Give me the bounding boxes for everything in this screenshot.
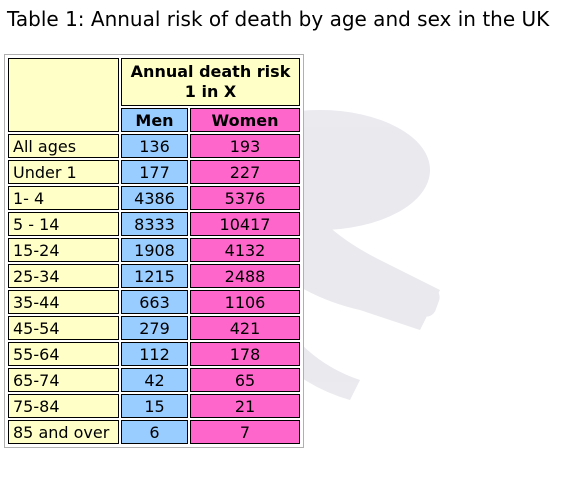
- men-risk-cell: 42: [121, 368, 188, 392]
- women-risk-cell: 178: [190, 342, 300, 366]
- women-risk-cell: 65: [190, 368, 300, 392]
- header-line-1: Annual death risk: [130, 62, 291, 81]
- men-risk-cell: 177: [121, 160, 188, 184]
- men-risk-cell: 112: [121, 342, 188, 366]
- table-row: 55-64 112 178: [8, 342, 300, 366]
- men-risk-cell: 136: [121, 134, 188, 158]
- death-risk-table-frame: Annual death risk 1 in X Men Women All a…: [4, 54, 304, 448]
- age-group-cell: All ages: [8, 134, 119, 158]
- death-risk-table: Annual death risk 1 in X Men Women All a…: [6, 56, 302, 446]
- women-risk-cell: 7: [190, 420, 300, 444]
- men-risk-cell: 6: [121, 420, 188, 444]
- women-risk-cell: 227: [190, 160, 300, 184]
- table-row: 5 - 14 8333 10417: [8, 212, 300, 236]
- women-risk-cell: 2488: [190, 264, 300, 288]
- age-group-cell: 35-44: [8, 290, 119, 314]
- men-risk-cell: 15: [121, 394, 188, 418]
- women-risk-cell: 5376: [190, 186, 300, 210]
- header-line-2: 1 in X: [184, 82, 237, 101]
- page-title: Table 1: Annual risk of death by age and…: [7, 7, 550, 31]
- table-row: 75-84 15 21: [8, 394, 300, 418]
- age-group-cell: 15-24: [8, 238, 119, 262]
- men-risk-cell: 279: [121, 316, 188, 340]
- age-group-cell: 45-54: [8, 316, 119, 340]
- table-row: All ages 136 193: [8, 134, 300, 158]
- age-group-cell: Under 1: [8, 160, 119, 184]
- women-risk-cell: 193: [190, 134, 300, 158]
- empty-corner-cell: [8, 58, 119, 132]
- table-row: 45-54 279 421: [8, 316, 300, 340]
- women-column-header: Women: [190, 108, 300, 132]
- age-group-cell: 55-64: [8, 342, 119, 366]
- age-group-cell: 85 and over: [8, 420, 119, 444]
- women-risk-cell: 10417: [190, 212, 300, 236]
- age-group-cell: 1- 4: [8, 186, 119, 210]
- table-row: 85 and over 6 7: [8, 420, 300, 444]
- age-group-cell: 65-74: [8, 368, 119, 392]
- men-risk-cell: 1908: [121, 238, 188, 262]
- women-risk-cell: 1106: [190, 290, 300, 314]
- age-group-cell: 75-84: [8, 394, 119, 418]
- table-row: 35-44 663 1106: [8, 290, 300, 314]
- table-row: 25-34 1215 2488: [8, 264, 300, 288]
- table-row: 1- 4 4386 5376: [8, 186, 300, 210]
- age-group-cell: 25-34: [8, 264, 119, 288]
- women-risk-cell: 421: [190, 316, 300, 340]
- men-risk-cell: 1215: [121, 264, 188, 288]
- table-row: 65-74 42 65: [8, 368, 300, 392]
- women-risk-cell: 4132: [190, 238, 300, 262]
- table-row: Under 1 177 227: [8, 160, 300, 184]
- annual-death-risk-header: Annual death risk 1 in X: [121, 58, 300, 106]
- table-row: 15-24 1908 4132: [8, 238, 300, 262]
- men-risk-cell: 4386: [121, 186, 188, 210]
- men-risk-cell: 663: [121, 290, 188, 314]
- age-group-cell: 5 - 14: [8, 212, 119, 236]
- women-risk-cell: 21: [190, 394, 300, 418]
- men-risk-cell: 8333: [121, 212, 188, 236]
- men-column-header: Men: [121, 108, 188, 132]
